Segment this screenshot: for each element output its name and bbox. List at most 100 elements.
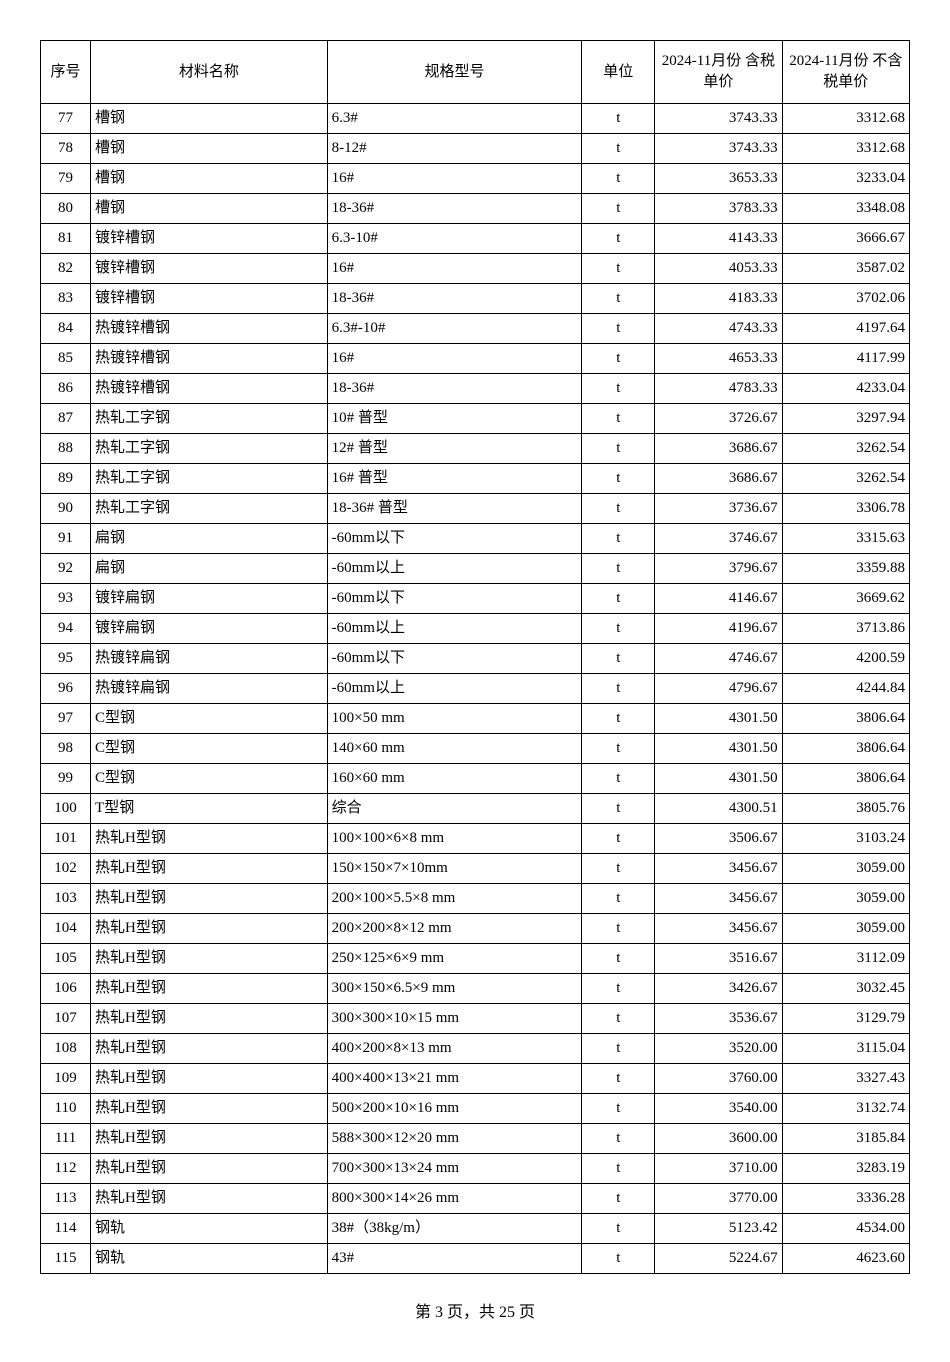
cell-unit: t <box>582 404 655 434</box>
cell-name: 热轧工字钢 <box>91 404 328 434</box>
cell-name: 热轧工字钢 <box>91 464 328 494</box>
cell-name: 热轧H型钢 <box>91 1154 328 1184</box>
cell-price-tax: 5224.67 <box>655 1244 782 1274</box>
cell-spec: 10# 普型 <box>327 404 582 434</box>
material-price-table: 序号 材料名称 规格型号 单位 2024-11月份 含税单价 2024-11月份… <box>40 40 910 1274</box>
cell-price-tax: 3426.67 <box>655 974 782 1004</box>
cell-price-notax: 3805.76 <box>782 794 909 824</box>
cell-spec: 38#（38kg/m） <box>327 1214 582 1244</box>
cell-seq: 104 <box>41 914 91 944</box>
table-row: 78槽钢8-12#t3743.333312.68 <box>41 134 910 164</box>
page-indicator: 第 3 页，共 25 页 <box>40 1298 910 1322</box>
cell-unit: t <box>582 614 655 644</box>
cell-price-notax: 3669.62 <box>782 584 909 614</box>
col-spec: 规格型号 <box>327 41 582 104</box>
cell-name: 槽钢 <box>91 164 328 194</box>
cell-price-tax: 3600.00 <box>655 1124 782 1154</box>
cell-seq: 97 <box>41 704 91 734</box>
cell-unit: t <box>582 164 655 194</box>
cell-name: 热轧H型钢 <box>91 944 328 974</box>
table-body: 77槽钢6.3#t3743.333312.6878槽钢8-12#t3743.33… <box>41 104 910 1274</box>
cell-price-tax: 4053.33 <box>655 254 782 284</box>
cell-spec: 800×300×14×26 mm <box>327 1184 582 1214</box>
cell-price-notax: 4244.84 <box>782 674 909 704</box>
cell-spec: 400×200×8×13 mm <box>327 1034 582 1064</box>
cell-unit: t <box>582 734 655 764</box>
cell-price-notax: 4117.99 <box>782 344 909 374</box>
cell-price-tax: 5123.42 <box>655 1214 782 1244</box>
cell-unit: t <box>582 1034 655 1064</box>
cell-price-tax: 3686.67 <box>655 464 782 494</box>
cell-price-tax: 3520.00 <box>655 1034 782 1064</box>
cell-seq: 89 <box>41 464 91 494</box>
cell-unit: t <box>582 374 655 404</box>
cell-name: 热镀锌扁钢 <box>91 644 328 674</box>
cell-unit: t <box>582 1184 655 1214</box>
cell-unit: t <box>582 764 655 794</box>
cell-name: 热轧H型钢 <box>91 824 328 854</box>
cell-unit: t <box>582 224 655 254</box>
table-row: 97C型钢100×50 mmt4301.503806.64 <box>41 704 910 734</box>
cell-name: 热轧工字钢 <box>91 434 328 464</box>
cell-spec: 12# 普型 <box>327 434 582 464</box>
cell-seq: 91 <box>41 524 91 554</box>
cell-price-notax: 3702.06 <box>782 284 909 314</box>
table-row: 93镀锌扁钢-60mm以下t4146.673669.62 <box>41 584 910 614</box>
cell-unit: t <box>582 974 655 1004</box>
cell-price-notax: 3312.68 <box>782 104 909 134</box>
cell-spec: 6.3-10# <box>327 224 582 254</box>
table-row: 95热镀锌扁钢-60mm以下t4746.674200.59 <box>41 644 910 674</box>
cell-price-tax: 3686.67 <box>655 434 782 464</box>
cell-price-notax: 3806.64 <box>782 734 909 764</box>
cell-price-notax: 3806.64 <box>782 764 909 794</box>
cell-name: 钢轨 <box>91 1214 328 1244</box>
cell-spec: -60mm以上 <box>327 554 582 584</box>
cell-name: 热轧H型钢 <box>91 1094 328 1124</box>
cell-seq: 101 <box>41 824 91 854</box>
cell-seq: 86 <box>41 374 91 404</box>
table-row: 92扁钢-60mm以上t3796.673359.88 <box>41 554 910 584</box>
cell-unit: t <box>582 704 655 734</box>
cell-price-tax: 4783.33 <box>655 374 782 404</box>
cell-price-notax: 3327.43 <box>782 1064 909 1094</box>
cell-price-tax: 3540.00 <box>655 1094 782 1124</box>
table-row: 87热轧工字钢10# 普型t3726.673297.94 <box>41 404 910 434</box>
cell-spec: 8-12# <box>327 134 582 164</box>
cell-price-tax: 3710.00 <box>655 1154 782 1184</box>
cell-seq: 113 <box>41 1184 91 1214</box>
cell-unit: t <box>582 884 655 914</box>
cell-seq: 79 <box>41 164 91 194</box>
cell-price-notax: 3059.00 <box>782 854 909 884</box>
col-name: 材料名称 <box>91 41 328 104</box>
cell-price-notax: 3666.67 <box>782 224 909 254</box>
cell-price-tax: 3796.67 <box>655 554 782 584</box>
cell-spec: 43# <box>327 1244 582 1274</box>
cell-seq: 90 <box>41 494 91 524</box>
table-row: 113热轧H型钢800×300×14×26 mmt3770.003336.28 <box>41 1184 910 1214</box>
table-row: 104热轧H型钢200×200×8×12 mmt3456.673059.00 <box>41 914 910 944</box>
cell-price-tax: 4743.33 <box>655 314 782 344</box>
cell-unit: t <box>582 254 655 284</box>
cell-price-notax: 3306.78 <box>782 494 909 524</box>
cell-seq: 98 <box>41 734 91 764</box>
cell-seq: 84 <box>41 314 91 344</box>
cell-price-notax: 3283.19 <box>782 1154 909 1184</box>
cell-unit: t <box>582 1154 655 1184</box>
cell-spec: 6.3# <box>327 104 582 134</box>
cell-spec: 200×200×8×12 mm <box>327 914 582 944</box>
cell-unit: t <box>582 194 655 224</box>
cell-price-tax: 3456.67 <box>655 914 782 944</box>
cell-price-notax: 3297.94 <box>782 404 909 434</box>
cell-price-tax: 4653.33 <box>655 344 782 374</box>
table-header: 序号 材料名称 规格型号 单位 2024-11月份 含税单价 2024-11月份… <box>41 41 910 104</box>
table-row: 99C型钢160×60 mmt4301.503806.64 <box>41 764 910 794</box>
cell-seq: 96 <box>41 674 91 704</box>
cell-unit: t <box>582 104 655 134</box>
cell-seq: 82 <box>41 254 91 284</box>
cell-unit: t <box>582 824 655 854</box>
cell-seq: 92 <box>41 554 91 584</box>
cell-price-tax: 3743.33 <box>655 104 782 134</box>
cell-seq: 83 <box>41 284 91 314</box>
cell-seq: 105 <box>41 944 91 974</box>
table-row: 111热轧H型钢588×300×12×20 mmt3600.003185.84 <box>41 1124 910 1154</box>
